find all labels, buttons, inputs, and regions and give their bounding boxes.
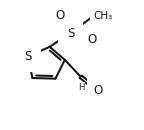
Text: S: S — [24, 50, 32, 63]
Text: S: S — [67, 27, 74, 40]
Text: O: O — [55, 9, 64, 22]
Text: CH₃: CH₃ — [93, 11, 113, 21]
Text: O: O — [93, 84, 103, 97]
Text: O: O — [88, 32, 97, 46]
Text: H: H — [78, 83, 85, 92]
